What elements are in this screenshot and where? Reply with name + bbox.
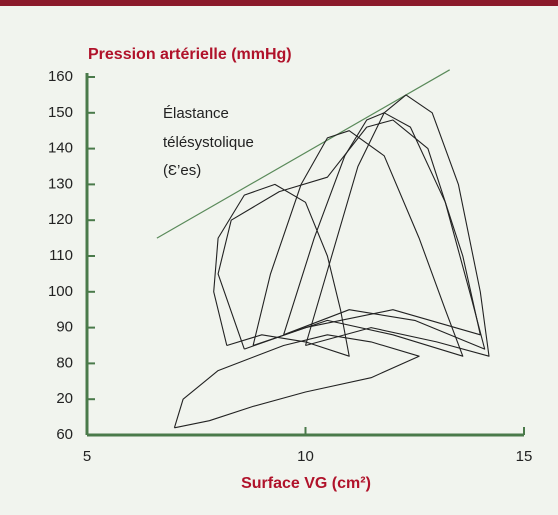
x-tick-label: 10 xyxy=(297,448,314,465)
pressure-area-loop xyxy=(283,112,486,350)
pressure-area-loop xyxy=(252,130,464,357)
annotation: Élastance xyxy=(163,105,229,122)
y-tick-label: 20 xyxy=(56,390,73,407)
pressure-area-loop xyxy=(213,183,350,357)
y-tick-label: 160 xyxy=(48,68,73,85)
y-tick-label: 100 xyxy=(48,283,73,300)
y-axis-title: Pression artérielle (mmHg) xyxy=(88,46,292,63)
annotation: télésystolique xyxy=(163,134,254,151)
y-tick-label: 120 xyxy=(48,211,73,228)
pressure-area-loop xyxy=(173,334,420,429)
y-tick-label: 150 xyxy=(48,104,73,121)
y-tick-label: 60 xyxy=(56,426,73,443)
y-tick-label: 80 xyxy=(56,354,73,371)
pressure-area-loop xyxy=(217,119,481,350)
y-tick-label: 130 xyxy=(48,175,73,192)
y-tick-label: 140 xyxy=(48,140,73,157)
x-axis-title: Surface VG (cm²) xyxy=(241,475,371,492)
pressure-area-loop xyxy=(304,94,490,357)
x-tick-label: 5 xyxy=(83,448,91,465)
top-band xyxy=(0,0,558,6)
y-tick-label: 90 xyxy=(56,319,73,336)
x-tick-label: 15 xyxy=(516,448,533,465)
y-tick-label: 110 xyxy=(49,247,73,264)
elastance-line xyxy=(156,69,450,239)
annotation: (Ɛ’es) xyxy=(163,162,201,179)
